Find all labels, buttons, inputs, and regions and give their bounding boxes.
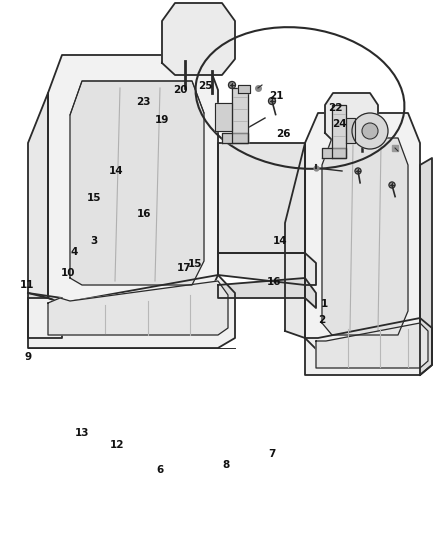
- Polygon shape: [218, 143, 305, 253]
- Polygon shape: [218, 278, 316, 308]
- Text: 8: 8: [222, 460, 229, 470]
- Text: 21: 21: [268, 91, 283, 101]
- Text: 9: 9: [25, 352, 32, 362]
- Polygon shape: [322, 148, 346, 158]
- Polygon shape: [285, 143, 305, 338]
- Text: 19: 19: [155, 115, 169, 125]
- Text: 15: 15: [87, 193, 102, 203]
- Circle shape: [268, 98, 276, 104]
- Polygon shape: [325, 93, 378, 141]
- Text: 14: 14: [109, 166, 124, 175]
- Polygon shape: [322, 138, 408, 335]
- Circle shape: [229, 82, 236, 88]
- Polygon shape: [28, 93, 48, 298]
- Text: 26: 26: [276, 130, 291, 139]
- Polygon shape: [215, 103, 232, 131]
- Text: 12: 12: [110, 440, 125, 450]
- Text: 25: 25: [198, 82, 212, 91]
- Text: 16: 16: [137, 209, 152, 219]
- Text: 7: 7: [268, 449, 275, 459]
- Text: 22: 22: [328, 103, 343, 112]
- Text: 10: 10: [60, 268, 75, 278]
- Polygon shape: [28, 275, 235, 348]
- Polygon shape: [238, 85, 250, 93]
- Polygon shape: [48, 281, 228, 335]
- Polygon shape: [218, 253, 316, 285]
- Polygon shape: [420, 158, 432, 375]
- Polygon shape: [346, 118, 355, 143]
- Text: 16: 16: [266, 278, 281, 287]
- Circle shape: [352, 113, 388, 149]
- Circle shape: [362, 123, 378, 139]
- Text: 24: 24: [332, 119, 347, 128]
- Polygon shape: [162, 3, 235, 75]
- Text: 2: 2: [318, 315, 325, 325]
- Circle shape: [355, 168, 361, 174]
- Polygon shape: [232, 88, 248, 143]
- Text: 4: 4: [71, 247, 78, 256]
- Polygon shape: [305, 318, 432, 375]
- Text: 23: 23: [136, 98, 151, 107]
- Text: 3: 3: [91, 236, 98, 246]
- Polygon shape: [48, 55, 218, 303]
- Polygon shape: [332, 105, 346, 158]
- Text: 14: 14: [273, 236, 288, 246]
- Text: 13: 13: [75, 428, 90, 438]
- Text: 6: 6: [156, 465, 163, 475]
- Text: 15: 15: [187, 259, 202, 269]
- Text: 17: 17: [177, 263, 191, 272]
- Polygon shape: [305, 113, 420, 351]
- Text: 20: 20: [173, 85, 188, 94]
- Circle shape: [389, 182, 395, 188]
- Polygon shape: [28, 293, 62, 338]
- Text: 11: 11: [20, 280, 35, 289]
- Text: 1: 1: [321, 299, 328, 309]
- Polygon shape: [222, 133, 248, 143]
- Polygon shape: [70, 81, 204, 285]
- Polygon shape: [316, 323, 428, 368]
